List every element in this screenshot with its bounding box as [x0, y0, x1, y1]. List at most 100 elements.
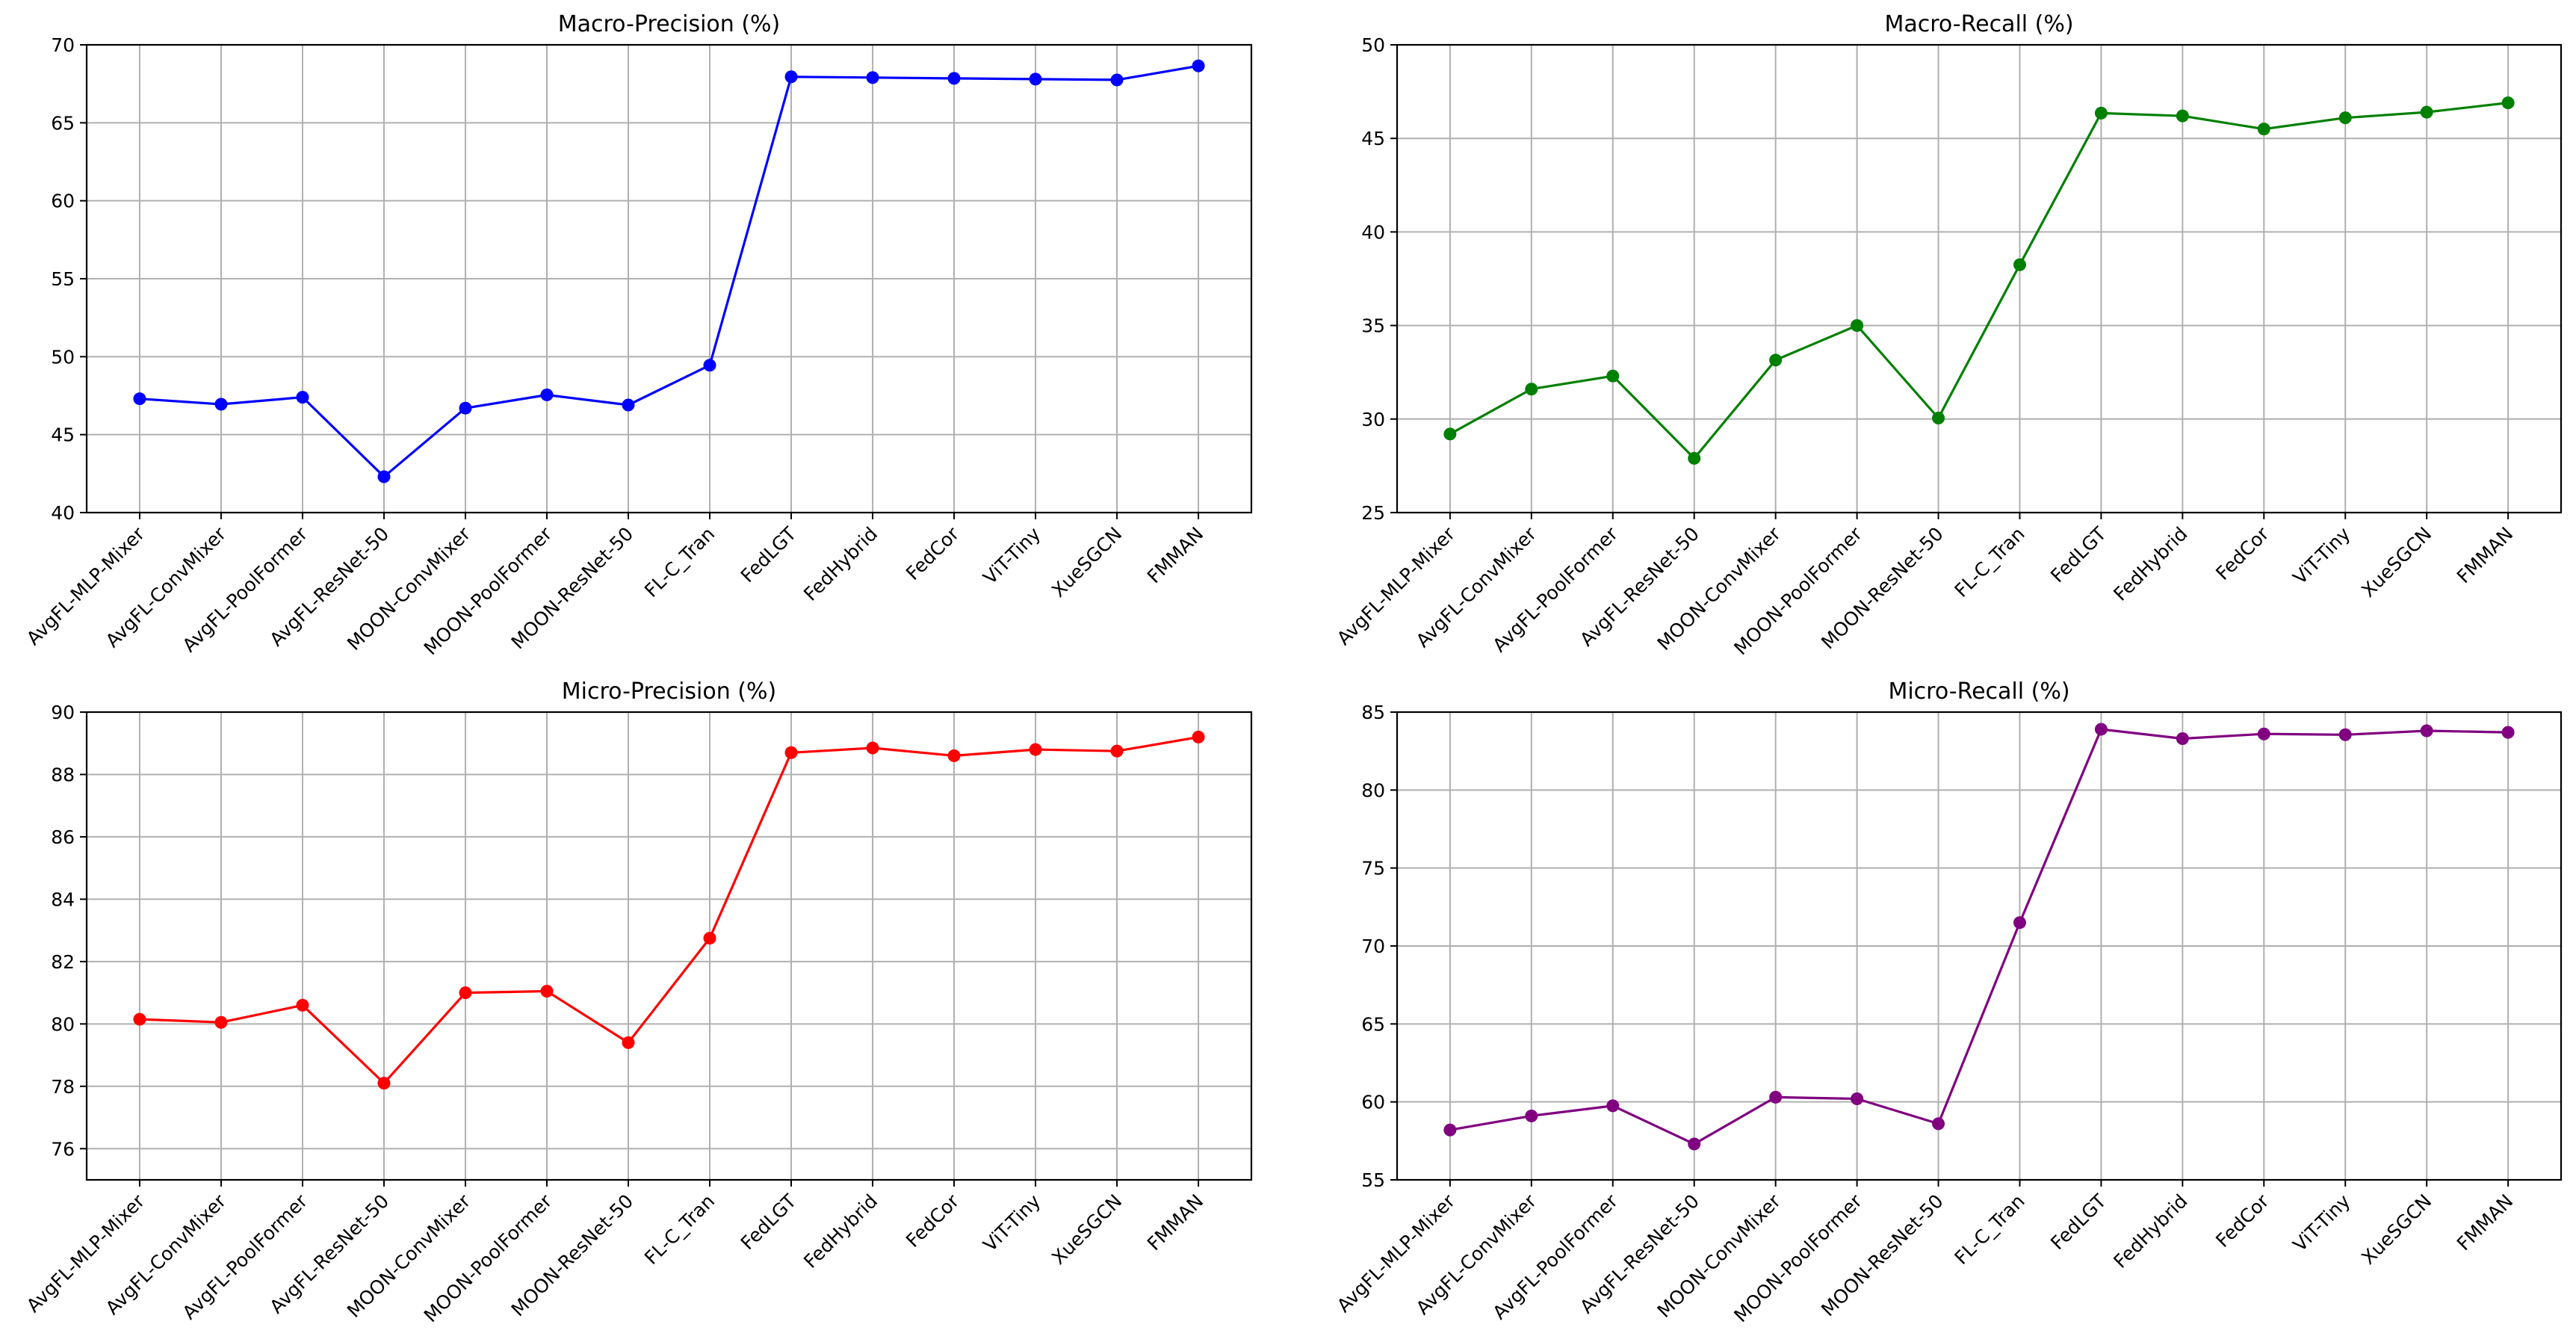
- y-tick-label: 90: [51, 702, 75, 723]
- plot-frame: [85, 711, 1253, 1181]
- data-point: [2176, 732, 2189, 745]
- x-tick-label: FedCor: [2211, 1190, 2273, 1252]
- data-point: [2257, 727, 2270, 740]
- data-point: [1851, 1092, 1864, 1105]
- data-point: [2013, 916, 2026, 930]
- data-point: [1110, 744, 1124, 758]
- y-tick-label: 88: [51, 764, 75, 785]
- y-tick-label: 70: [51, 34, 75, 56]
- x-tick-label: XueSGCN: [2357, 523, 2436, 602]
- data-point: [622, 398, 635, 412]
- axes: AvgFL-MLP-MixerAvgFL-ConvMixerAvgFL-Pool…: [22, 34, 1253, 659]
- x-tick-label: FedLGT: [2046, 1190, 2111, 1254]
- data-point: [622, 1036, 635, 1049]
- data-point: [214, 1015, 228, 1029]
- grid: [87, 711, 1251, 1180]
- y-tick-label: 84: [51, 888, 75, 910]
- data-point: [2501, 726, 2515, 739]
- x-tick-label: FedCor: [902, 1190, 964, 1252]
- chart-title: Micro-Precision (%): [562, 678, 776, 705]
- y-tick-label: 50: [1361, 34, 1385, 56]
- y-tick-label: 65: [51, 112, 75, 134]
- data-point: [1606, 1099, 1620, 1113]
- y-tick-label: 55: [51, 268, 75, 290]
- y-tick-label: 65: [1361, 1013, 1385, 1035]
- y-tick-label: 60: [51, 191, 75, 212]
- x-tick-label: ViT-Tiny: [2289, 523, 2355, 589]
- axes: AvgFL-MLP-MixerAvgFL-ConvMixerAvgFL-Pool…: [22, 702, 1253, 1326]
- x-tick-label: FedHybrid: [2109, 1190, 2191, 1273]
- chart-macro-precision: Macro-Precision (%) AvgFL-MLP-MixerAvgFL…: [22, 11, 1253, 659]
- y-tick-label: 45: [51, 424, 75, 446]
- y-tick-label: 70: [1361, 936, 1385, 957]
- y-tick-label: 25: [1361, 502, 1385, 524]
- y-tick-label: 75: [1361, 858, 1385, 879]
- data-point: [784, 70, 798, 84]
- data-point: [296, 998, 309, 1012]
- y-tick-label: 55: [1361, 1169, 1385, 1191]
- y-tick-label: 45: [1361, 128, 1385, 149]
- data-point: [377, 1077, 391, 1090]
- y-tick-label: 60: [1361, 1092, 1385, 1113]
- data-point: [2501, 96, 2515, 110]
- y-tick-label: 50: [51, 346, 75, 368]
- data-point: [2013, 258, 2026, 271]
- axes: AvgFL-MLP-MixerAvgFL-ConvMixerAvgFL-Pool…: [1333, 34, 2563, 659]
- data-point: [296, 391, 309, 404]
- data-point: [377, 470, 391, 483]
- chart-title: Macro-Recall (%): [1884, 11, 2073, 37]
- data-point: [2094, 106, 2108, 120]
- data-point: [866, 71, 879, 84]
- data-point: [2257, 123, 2270, 136]
- x-tick-label: FL-C_Tran: [1950, 1190, 2028, 1269]
- data-point: [1443, 1123, 1457, 1137]
- data-point: [2338, 728, 2352, 741]
- x-tick-label: FedLGT: [737, 522, 801, 587]
- data-point: [1932, 1117, 1945, 1131]
- data-point: [1688, 1137, 1701, 1151]
- y-tick-label: 80: [1361, 779, 1385, 801]
- y-tick-label: 35: [1361, 315, 1385, 337]
- data-point: [1110, 73, 1124, 87]
- x-tick-label: ViT-Tiny: [979, 1190, 1044, 1256]
- x-tick-label: FMMAN: [2453, 1190, 2517, 1255]
- data-point: [2338, 111, 2352, 125]
- chart-title: Macro-Precision (%): [558, 11, 780, 37]
- x-tick-label: FedCor: [902, 522, 964, 584]
- chart-micro-recall: Micro-Recall (%) AvgFL-MLP-MixerAvgFL-Co…: [1333, 678, 2563, 1326]
- x-tick-label: ViT-Tiny: [2289, 1190, 2355, 1256]
- data-point: [133, 1012, 146, 1026]
- data-point: [2420, 724, 2433, 738]
- series-line-macro-precision: [139, 64, 1199, 478]
- data-point: [214, 398, 228, 411]
- data-point: [2176, 109, 2189, 123]
- data-point: [703, 359, 716, 372]
- x-tick-label: XueSGCN: [1047, 523, 1126, 602]
- data-point: [1443, 427, 1457, 441]
- data-point: [459, 401, 472, 415]
- data-point: [784, 746, 798, 759]
- y-tick-label: 86: [51, 826, 75, 848]
- series-line-micro-precision: [139, 735, 1199, 1085]
- grid: [1397, 711, 2561, 1181]
- x-tick-label: FedHybrid: [799, 523, 882, 605]
- x-tick-label: FL-C_Tran: [640, 523, 719, 602]
- data-point: [703, 932, 716, 945]
- chart-title: Micro-Recall (%): [1888, 678, 2069, 705]
- y-tick-label: 78: [51, 1076, 75, 1098]
- x-tick-label: FL-C_Tran: [1950, 523, 2028, 602]
- x-tick-label: ViT-Tiny: [979, 523, 1044, 589]
- data-point: [2094, 723, 2108, 736]
- data-point: [1688, 451, 1701, 465]
- data-point: [1525, 383, 1538, 396]
- grid: [87, 44, 1251, 513]
- data-point: [1525, 1109, 1538, 1122]
- x-tick-label: FedHybrid: [799, 1190, 882, 1273]
- axes: AvgFL-MLP-MixerAvgFL-ConvMixerAvgFL-Pool…: [1333, 702, 2563, 1326]
- data-point: [1192, 59, 1205, 72]
- chart-macro-recall: Macro-Recall (%) AvgFL-MLP-MixerAvgFL-Co…: [1333, 11, 2563, 659]
- data-point: [540, 985, 554, 998]
- data-point: [1932, 412, 1945, 425]
- data-point: [1192, 730, 1205, 743]
